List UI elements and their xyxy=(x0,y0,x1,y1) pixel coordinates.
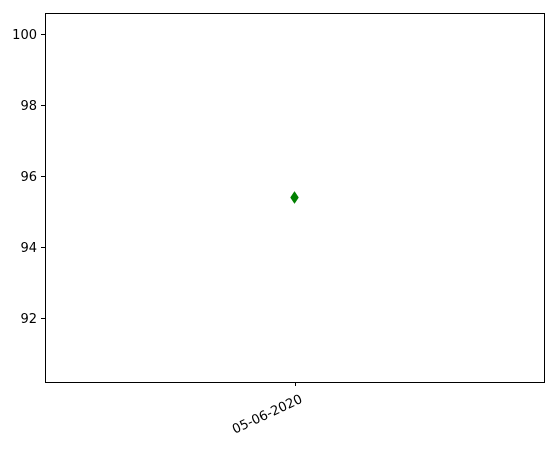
y-tick-label: 92 xyxy=(20,312,37,327)
y-tick-label: 94 xyxy=(20,241,37,256)
x-axis: 05-06-2020 xyxy=(230,382,305,438)
y-axis: 92 94 96 98 100 xyxy=(12,28,45,327)
y-tick-label: 96 xyxy=(20,170,37,185)
y-tick-label: 98 xyxy=(20,99,37,114)
y-tick-label: 100 xyxy=(12,28,37,43)
data-points xyxy=(291,192,299,204)
x-tick-label: 05-06-2020 xyxy=(230,392,305,438)
data-point-diamond xyxy=(291,192,299,204)
